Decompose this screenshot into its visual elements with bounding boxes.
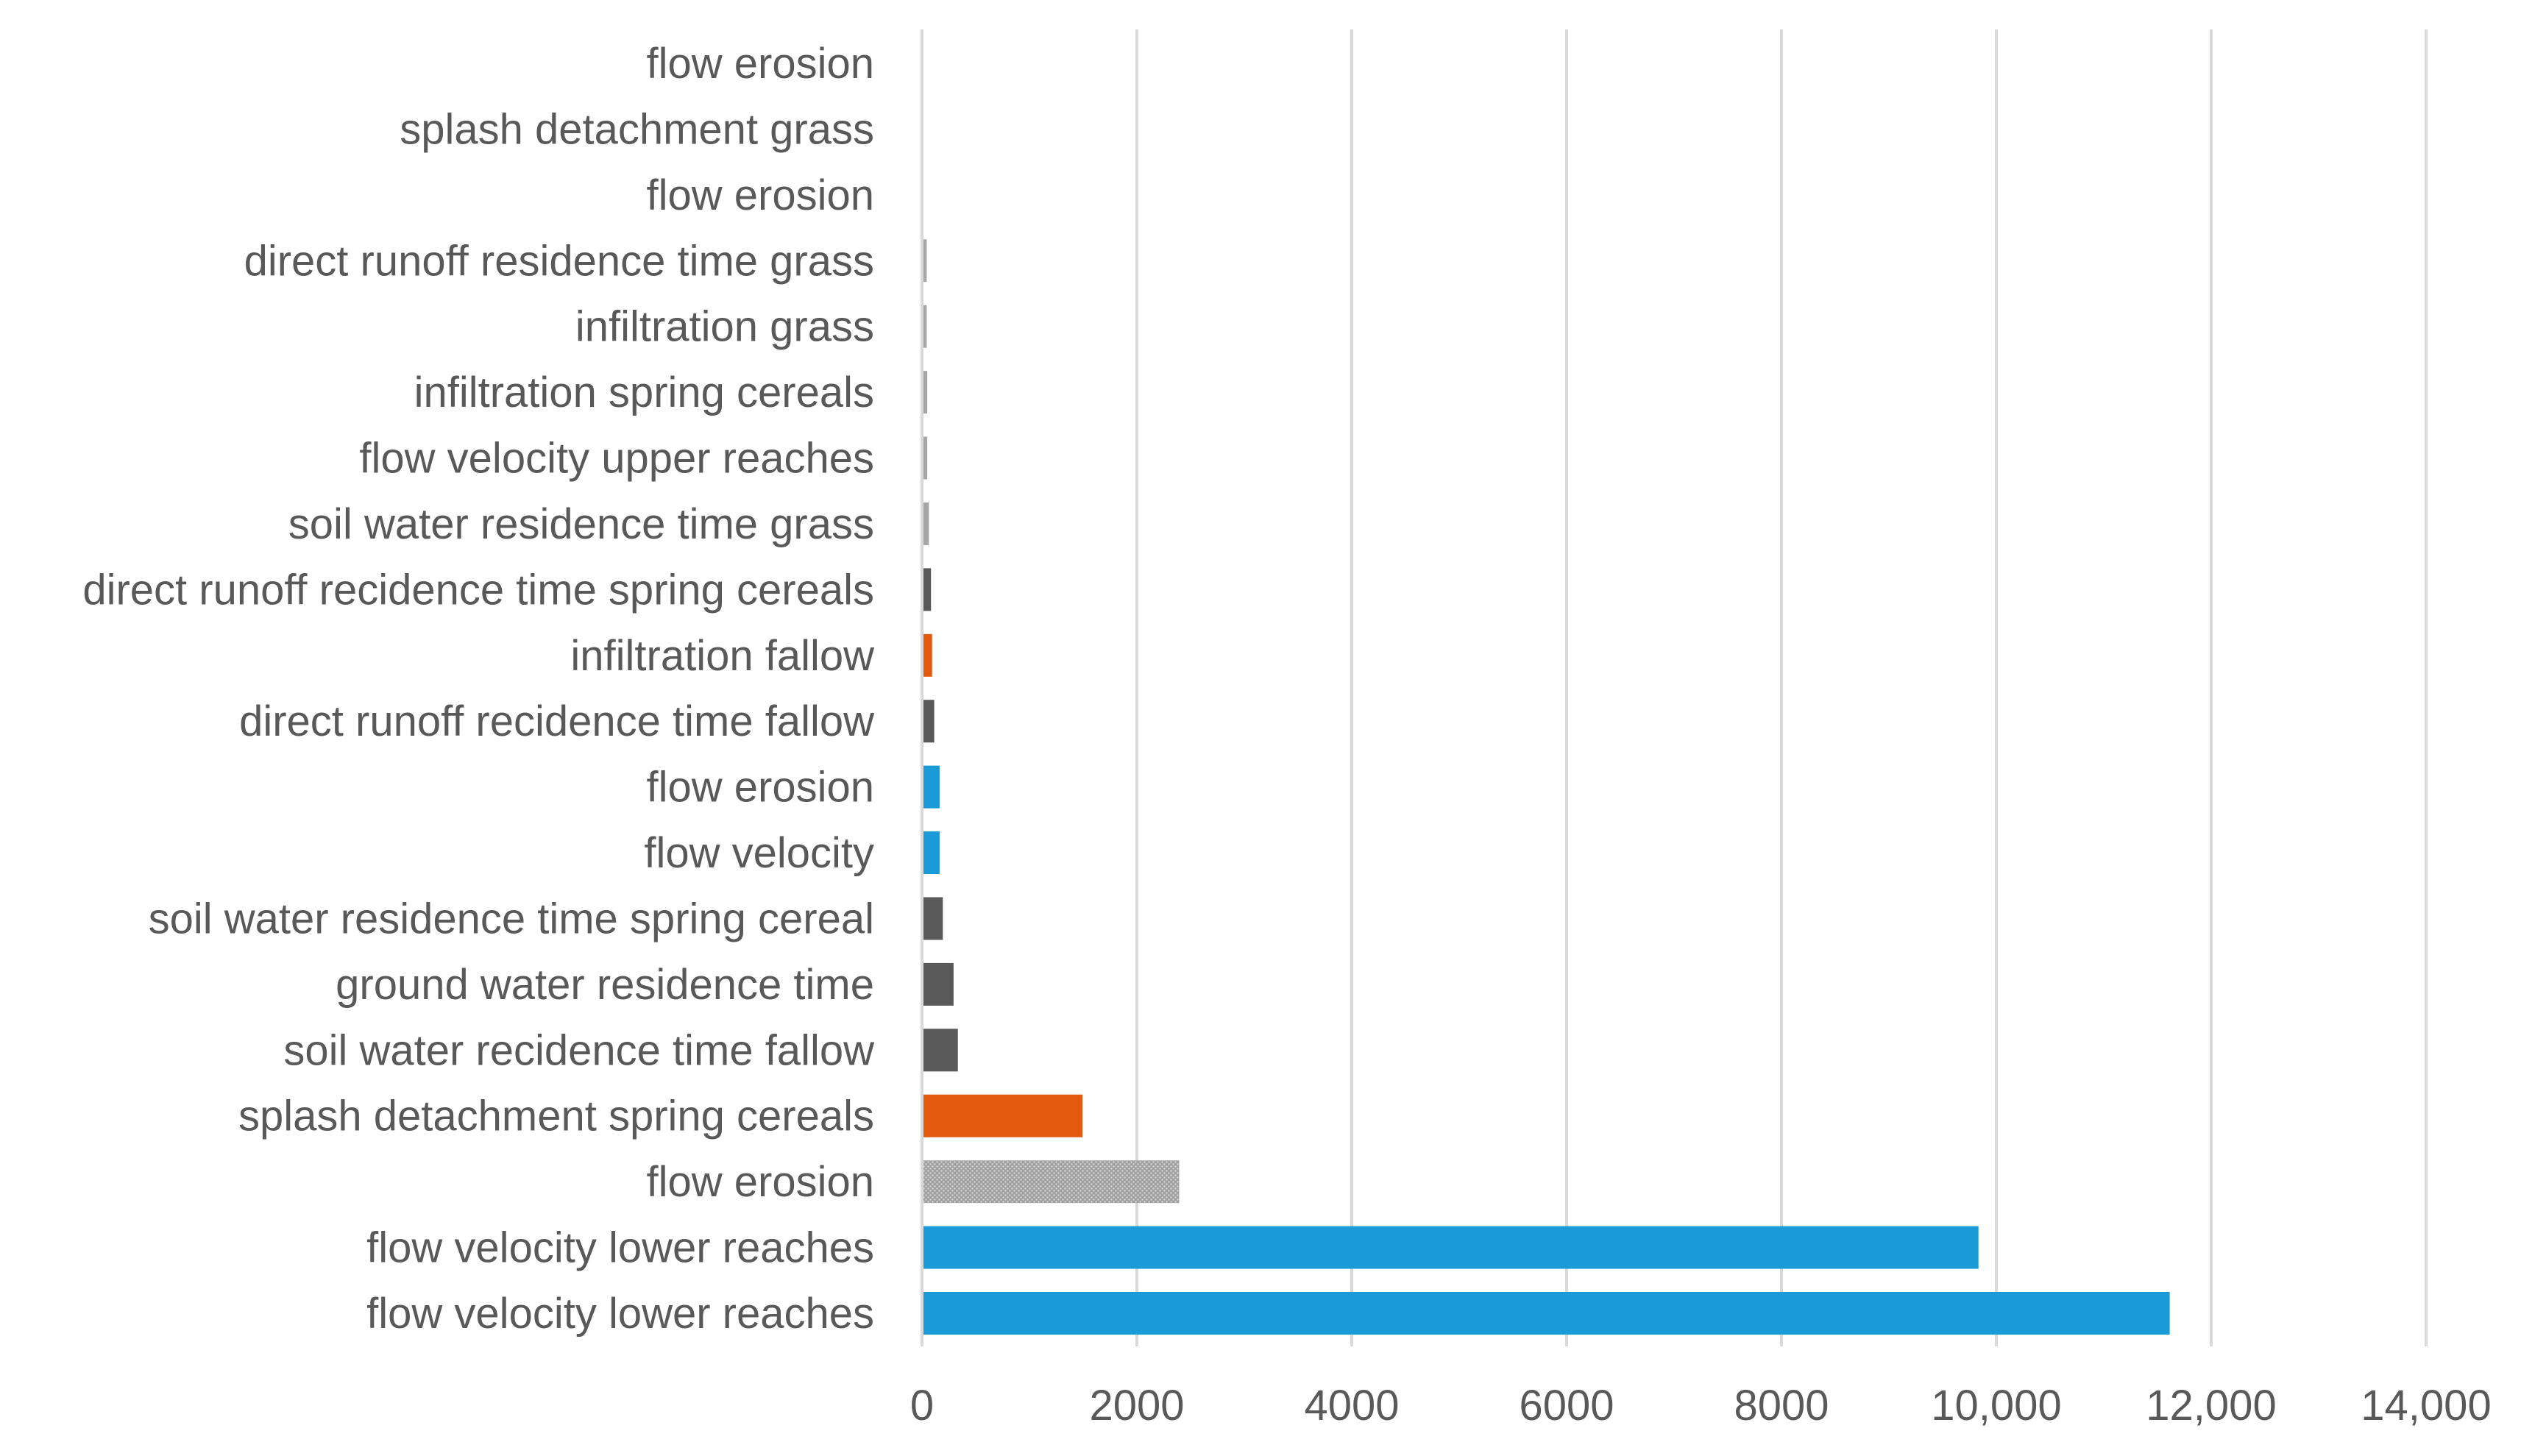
- bar: [923, 568, 932, 611]
- category-labels: flow erosion splash detachment grass flow …: [82, 40, 875, 1338]
- category-label: infiltration grass: [575, 303, 874, 351]
- category-label: flow erosion: [647, 171, 874, 219]
- x-tick-label: 4000: [1304, 1382, 1399, 1430]
- bar: [923, 897, 943, 940]
- bar: [923, 765, 940, 809]
- category-label: infiltration spring cereals: [414, 369, 874, 416]
- category-label: flow velocity lower reaches: [366, 1224, 874, 1272]
- bar: [923, 1292, 2170, 1335]
- bars: [923, 239, 2170, 1335]
- category-label: flow erosion: [647, 1158, 874, 1206]
- bar: [923, 1160, 1180, 1204]
- bar: [923, 633, 932, 677]
- bar: [923, 239, 927, 283]
- x-axis-tick-labels: 0 2000 4000 6000 8000 10,000 12,000 14,000: [910, 1382, 2492, 1430]
- x-tick-label: 12,000: [2146, 1382, 2276, 1430]
- category-label: soil water residence time grass: [288, 500, 874, 548]
- category-label: soil water recidence time fallow: [283, 1026, 875, 1074]
- bar: [923, 436, 928, 480]
- category-label: ground water residence time: [336, 961, 874, 1009]
- category-label: soil water residence time spring cereal: [149, 895, 874, 942]
- bar: [923, 502, 929, 545]
- x-tick-label: 10,000: [1931, 1382, 2061, 1430]
- gridlines: [921, 29, 2428, 1346]
- category-label: flow erosion: [647, 40, 874, 88]
- category-label: flow erosion: [647, 764, 874, 812]
- category-label: splash detachment spring cereals: [238, 1093, 874, 1140]
- x-tick-label: 14,000: [2361, 1382, 2491, 1430]
- x-tick-label: 2000: [1089, 1382, 1184, 1430]
- bar: [923, 371, 928, 414]
- x-tick-label: 8000: [1734, 1382, 1829, 1430]
- bar: [923, 962, 954, 1006]
- x-tick-label: 0: [910, 1382, 934, 1430]
- x-tick-label: 6000: [1519, 1382, 1614, 1430]
- bar: [923, 305, 927, 348]
- bar: [923, 1094, 1083, 1137]
- category-label: direct runoff recidence time spring cere…: [82, 566, 874, 614]
- bar: [923, 1029, 958, 1072]
- category-label: direct runoff residence time grass: [244, 237, 874, 285]
- bar: [923, 700, 935, 743]
- category-label: flow velocity: [644, 829, 874, 877]
- category-label: flow velocity upper reaches: [359, 435, 874, 483]
- bar: [923, 831, 940, 875]
- category-label: direct runoff recidence time fallow: [239, 697, 875, 745]
- bar: [923, 1226, 1979, 1269]
- category-label: splash detachment grass: [400, 105, 874, 153]
- category-label: flow velocity lower reaches: [366, 1290, 874, 1338]
- category-label: infiltration fallow: [570, 632, 875, 680]
